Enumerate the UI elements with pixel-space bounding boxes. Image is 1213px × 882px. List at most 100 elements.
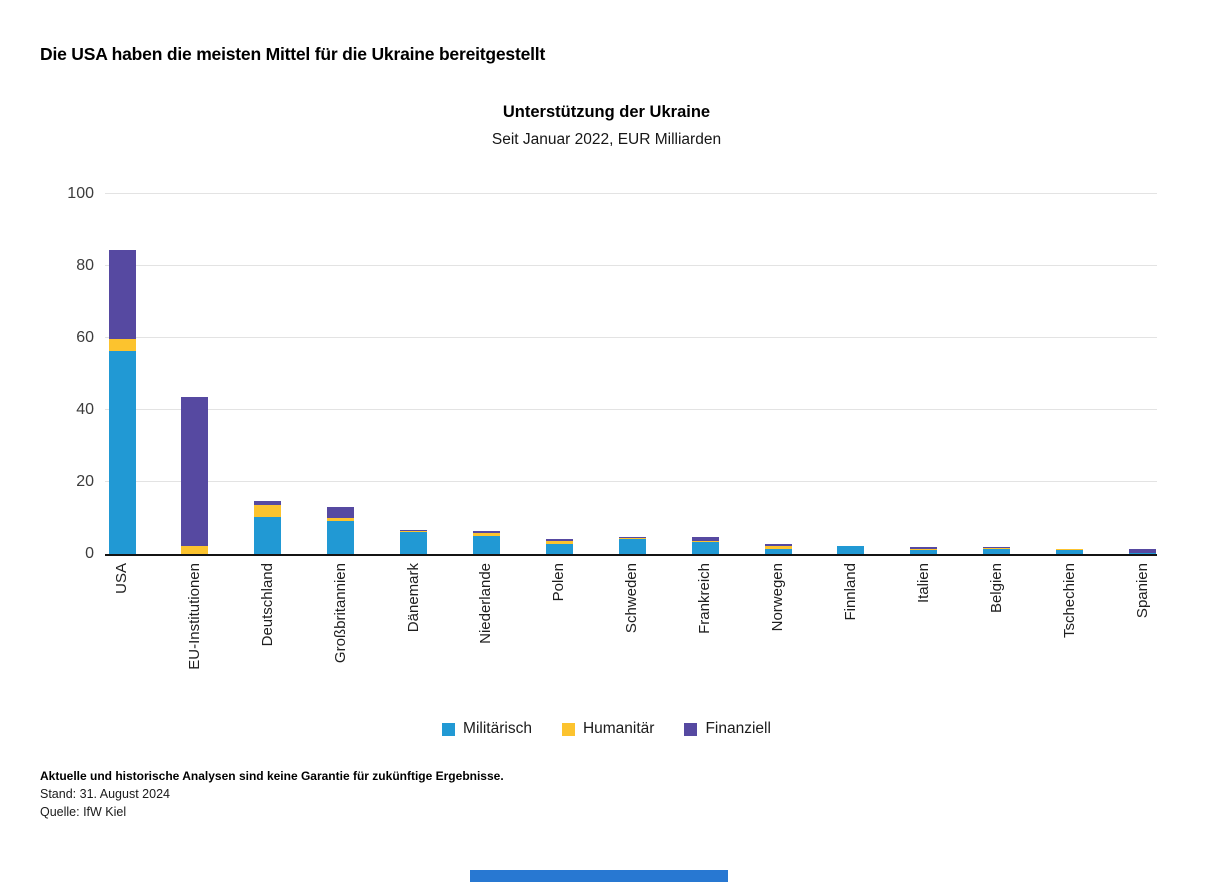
x-label-tschechien: Tschechien (1060, 563, 1078, 639)
bar-norwegen (764, 544, 792, 554)
segment-humanit-r-belgien (983, 547, 1011, 549)
bar-belgien (983, 546, 1011, 554)
segment-finanziell-deutschland (254, 500, 282, 506)
segment-humanit-r-frankreich (691, 540, 719, 543)
x-label-schweden: Schweden (623, 563, 641, 634)
x-label-frankreich: Frankreich (696, 563, 714, 634)
legend-label-finanziell: Finanziell (705, 720, 771, 737)
x-label-italien: Italien (914, 563, 932, 604)
y-tick-label-20: 20 (76, 472, 94, 490)
segment-finanziell-gro-britannien (327, 506, 355, 518)
y-tick-label-60: 60 (76, 328, 94, 346)
segment-milit-risch-tschechien (1056, 549, 1084, 554)
bar-usa (108, 250, 136, 554)
x-label-col-niederlande: Niederlande (449, 563, 523, 728)
segment-milit-risch-usa (108, 351, 136, 554)
segment-milit-risch-italien (910, 550, 938, 554)
bar-spanien (1129, 549, 1156, 554)
segment-milit-risch-polen (545, 543, 573, 554)
segment-milit-risch-schweden (618, 538, 646, 554)
bar-niederlande (472, 530, 500, 554)
legend-swatch-finanziell (684, 722, 698, 736)
chart-subtitle: Seit Januar 2022, EUR Milliarden (491, 131, 722, 148)
segment-finanziell-norwegen (764, 544, 792, 547)
segment-milit-risch-d-nemark (400, 532, 428, 554)
y-tick-label-0: 0 (85, 545, 94, 562)
x-label-col-belgien: Belgien (960, 563, 1034, 728)
segment-humanit-r-gro-britannien (327, 517, 355, 522)
legend-item-milit-risch: Militärisch (442, 720, 532, 738)
x-label-finnland: Finnland (841, 563, 859, 621)
source-text: Quelle: IfW Kiel (40, 805, 127, 819)
x-label-col-schweden: Schweden (595, 563, 669, 728)
x-label-col-gro-britannien: Großbritannien (304, 563, 378, 728)
chart-title: Unterstützung der Ukraine (502, 103, 711, 121)
segment-humanit-r-d-nemark (400, 530, 428, 533)
segment-humanit-r-norwegen (764, 546, 792, 549)
x-label-eu-institutionen: EU-Institutionen (185, 563, 203, 670)
segment-finanziell-usa (108, 250, 136, 340)
bar-d-nemark (400, 529, 428, 554)
segment-finanziell-schweden (618, 536, 646, 538)
segment-milit-risch-frankreich (691, 542, 719, 554)
segment-milit-risch-norwegen (764, 548, 792, 554)
legend-label-humanit-r: Humanitär (582, 720, 655, 737)
chart-legend: Militärisch Humanitär Finanziell (0, 720, 1213, 738)
x-label-polen: Polen (550, 563, 568, 602)
segment-finanziell-polen (545, 538, 573, 542)
bar-frankreich (691, 537, 719, 554)
footer-brand-bar (470, 870, 728, 882)
legend-swatch-humanit-r (561, 722, 575, 736)
x-label-d-nemark: Dänemark (404, 563, 422, 633)
x-label-col-eu-institutionen: EU-Institutionen (158, 563, 232, 728)
segment-milit-risch-niederlande (472, 535, 500, 554)
segment-milit-risch-finnland (837, 546, 865, 554)
gridline-60 (105, 337, 1157, 339)
segment-milit-risch-deutschland (254, 516, 282, 554)
x-label-col-finnland: Finnland (814, 563, 888, 728)
bar-deutschland (254, 500, 282, 554)
segment-finanziell-italien (910, 546, 938, 549)
segment-finanziell-frankreich (691, 537, 719, 541)
bar-polen (545, 538, 573, 554)
segment-humanit-r-niederlande (472, 533, 500, 536)
x-label-gro-britannien: Großbritannien (331, 563, 349, 664)
bar-schweden (618, 536, 646, 554)
segment-humanit-r-polen (545, 541, 573, 544)
x-label-col-polen: Polen (522, 563, 596, 728)
bar-eu-institutionen (181, 397, 209, 554)
bar-italien (910, 546, 938, 554)
x-label-niederlande: Niederlande (477, 563, 495, 644)
legend-label-milit-risch: Militärisch (463, 720, 532, 737)
y-tick-label-40: 40 (76, 400, 94, 418)
x-label-belgien: Belgien (987, 563, 1005, 614)
x-label-usa: USA (113, 563, 130, 594)
segment-finanziell-spanien (1129, 549, 1156, 553)
x-label-col-usa: USA (85, 563, 159, 728)
x-label-deutschland: Deutschland (258, 563, 276, 647)
segment-finanziell-d-nemark (400, 529, 428, 531)
bar-gro-britannien (327, 506, 355, 554)
disclaimer-text: Aktuelle und historische Analysen sind k… (40, 769, 504, 783)
x-label-col-norwegen: Norwegen (741, 563, 815, 728)
segment-milit-risch-belgien (983, 548, 1011, 554)
segment-humanit-r-usa (108, 339, 136, 352)
x-label-col-frankreich: Frankreich (668, 563, 742, 728)
bar-finnland (837, 546, 865, 554)
segment-humanit-r-deutschland (254, 505, 282, 517)
x-axis-line (105, 554, 1157, 556)
as-of-date: Stand: 31. August 2024 (40, 787, 170, 801)
y-tick-label-100: 100 (67, 184, 94, 202)
y-tick-label-80: 80 (76, 256, 94, 274)
segment-finanziell-belgien (983, 546, 1011, 548)
page-title: Die USA haben die meisten Mittel für die… (40, 44, 546, 64)
segment-milit-risch-gro-britannien (327, 521, 355, 554)
segment-finanziell-eu-institutionen (181, 397, 209, 546)
legend-item-humanit-r: Humanitär (561, 720, 655, 738)
x-label-col-spanien: Spanien (1106, 563, 1180, 728)
segment-humanit-r-schweden (618, 537, 646, 539)
gridline-40 (105, 409, 1157, 411)
legend-swatch-milit-risch (442, 722, 456, 736)
segment-finanziell-niederlande (472, 530, 500, 534)
x-label-col-deutschland: Deutschland (231, 563, 305, 728)
